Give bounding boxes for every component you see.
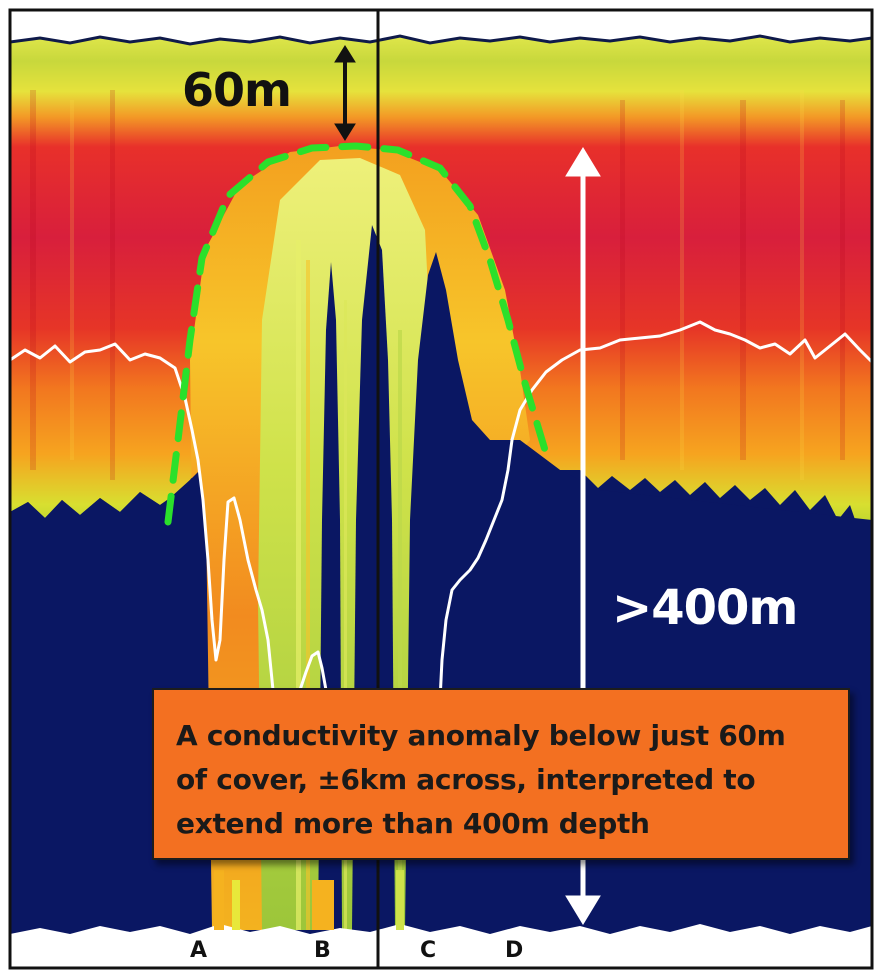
plume-tail-c: [396, 870, 404, 930]
figure-frame: [8, 8, 874, 970]
top-depth-label: 60m: [182, 63, 292, 117]
profile-line-upper: [10, 342, 282, 761]
interpretation-callout: A conductivity anomaly below just 60m of…: [152, 688, 850, 860]
marker-b: B: [314, 938, 331, 963]
core-streaks: [296, 240, 402, 930]
marker-c: C: [420, 938, 437, 963]
marker-a: A: [190, 938, 208, 963]
bottom-band: [10, 924, 872, 968]
profile-line-mid: [298, 650, 328, 691]
marker-d: D: [505, 938, 524, 963]
callout-text: A conductivity anomaly below just 60m of…: [176, 719, 786, 840]
plume-tail-b: [312, 880, 334, 930]
depth-extent-label: >400m: [612, 580, 798, 636]
plume-tail-a: [214, 870, 224, 930]
top-depth-arrow: [334, 45, 356, 141]
surface-trace: [10, 34, 872, 46]
profile-line-right: [438, 320, 872, 701]
host-texture: [30, 90, 845, 480]
plume-tail-a2: [232, 880, 240, 930]
anomaly-outline: [164, 142, 552, 526]
